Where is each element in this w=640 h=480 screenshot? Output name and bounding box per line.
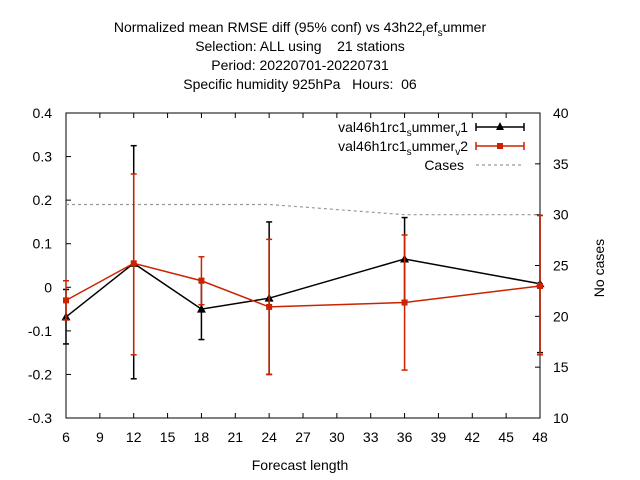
- chart-title-line-4: Specific humidity 925hPa Hours: 06: [183, 76, 417, 92]
- x-tick-label: 45: [498, 429, 514, 445]
- legend-label-cases: Cases: [424, 157, 464, 173]
- y2-tick-label: 30: [553, 207, 569, 223]
- legend: val46h1rc1summerv1 val46h1rc1summerv2 Ca…: [338, 119, 525, 173]
- x-tick-label: 48: [532, 429, 548, 445]
- legend-label-v1: val46h1rc1summerv1: [338, 119, 468, 139]
- x-axis-title: Forecast length: [252, 457, 349, 473]
- data-point: [401, 299, 408, 306]
- x-tick-label: 12: [126, 429, 142, 445]
- legend-marker-v1: [496, 122, 504, 130]
- data-point: [196, 304, 206, 313]
- y2-tick-label: 15: [553, 359, 569, 375]
- x-tick-label: 33: [363, 429, 379, 445]
- legend-label-v2: val46h1rc1summerv2: [338, 138, 468, 158]
- y2-axis-title: No cases: [591, 239, 607, 297]
- y2-tick-label: 25: [553, 258, 569, 274]
- x-tick-label: 39: [431, 429, 447, 445]
- y2-tick-label: 20: [553, 308, 569, 324]
- legend-marker-v2: [497, 143, 503, 149]
- series-line: [65, 258, 541, 318]
- data-point: [63, 297, 69, 304]
- y-tick-label: 0.1: [33, 236, 53, 252]
- chart-title-line-2: Selection: ALL using 21 stations: [195, 38, 405, 54]
- x-axis-ticks: 6 9 12 15 18 21 24 27 30 33 36 39 42 45 48: [62, 113, 548, 445]
- x-tick-label: 30: [329, 429, 345, 445]
- x-tick-label: 36: [397, 429, 413, 445]
- x-tick-label: 27: [295, 429, 311, 445]
- y2-tick-label: 35: [553, 156, 569, 172]
- y2-tick-label: 40: [553, 105, 569, 121]
- series-cases: [66, 203, 540, 216]
- x-tick-label: 24: [261, 429, 277, 445]
- x-tick-label: 18: [194, 429, 210, 445]
- x-tick-label: 9: [96, 429, 104, 445]
- y-tick-label: 0.4: [33, 105, 53, 121]
- y2-axis-ticks: 10 15 20 25 30 35 40: [535, 105, 569, 426]
- data-point: [198, 277, 205, 284]
- series-line: [65, 262, 541, 308]
- y-tick-label: -0.3: [28, 410, 52, 426]
- y2-tick-label: 10: [553, 410, 569, 426]
- y-axis-ticks: -0.3 -0.2 -0.1 0 0.1 0.2 0.3 0.4: [28, 105, 71, 426]
- data-point: [537, 282, 543, 289]
- y-tick-label: -0.2: [28, 366, 52, 382]
- data-point: [130, 260, 137, 267]
- chart-title-line-1: Normalized mean RMSE diff (95% conf) vs …: [114, 19, 487, 39]
- chart-title-line-3: Period: 20220701-20220731: [211, 57, 389, 73]
- data-point: [266, 303, 273, 310]
- series-v2: [63, 173, 543, 376]
- y-tick-label: -0.1: [28, 323, 52, 339]
- series-line: [66, 203, 540, 216]
- x-tick-label: 21: [227, 429, 243, 445]
- y-tick-label: 0.3: [33, 149, 53, 165]
- x-tick-label: 15: [160, 429, 176, 445]
- y-tick-label: 0: [44, 279, 52, 295]
- x-tick-label: 42: [464, 429, 480, 445]
- y-tick-label: 0.2: [33, 192, 53, 208]
- x-tick-label: 6: [62, 429, 70, 445]
